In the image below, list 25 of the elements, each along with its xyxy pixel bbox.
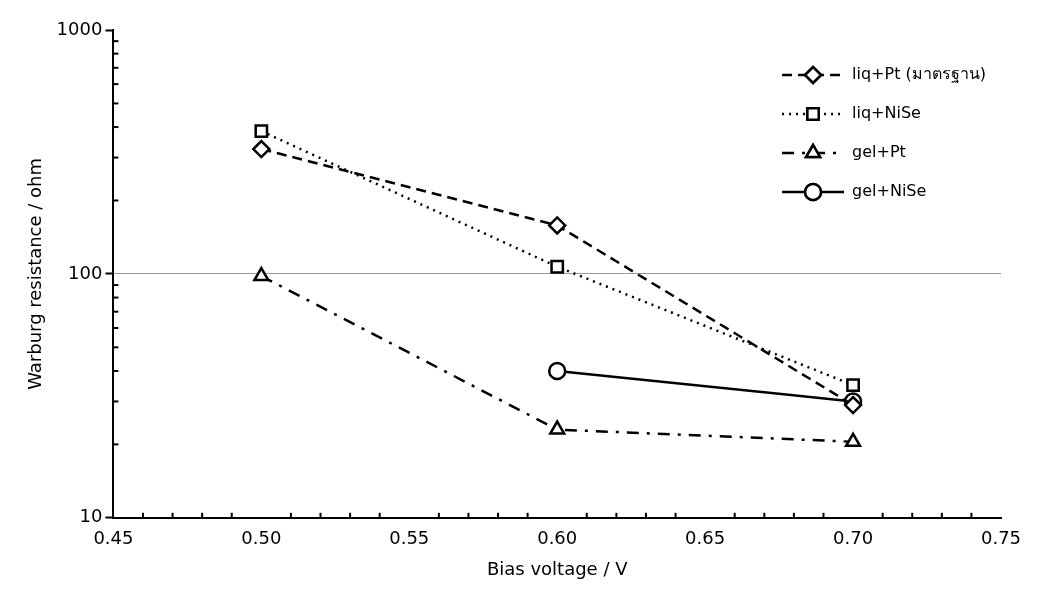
y-tick-label: 100: [68, 261, 103, 283]
point: [550, 259, 565, 274]
legend-label: gel+Pt: [852, 142, 906, 162]
x-tick-label: 0.75: [980, 527, 1022, 549]
x-tick-label: 0.70: [833, 527, 874, 549]
point: [846, 378, 860, 393]
x-tick-label: 0.45: [93, 527, 134, 549]
x-tick-label: 0.55: [389, 527, 430, 549]
point: [547, 216, 567, 235]
x-tick-label: 0.65: [685, 527, 726, 549]
y-tick-label: 10: [79, 505, 103, 527]
point: [844, 432, 862, 448]
point: [547, 361, 567, 381]
point: [252, 139, 271, 159]
x-tick-label: 0.60: [537, 527, 578, 549]
legend-label: gel+NiSe: [852, 181, 927, 201]
legend-label: liq+NiSe: [852, 103, 921, 123]
x-axis-title: Bias voltage / V: [486, 557, 629, 579]
y-tick-label: 1000: [56, 17, 103, 39]
point: [549, 420, 566, 435]
point: [253, 266, 270, 282]
x-tick-label: 0.50: [241, 527, 282, 549]
point: [254, 124, 269, 139]
y-axis-title: Warburg resistance / ohm: [24, 157, 46, 390]
legend-label: liq+Pt (มาตรฐาน): [852, 64, 987, 84]
